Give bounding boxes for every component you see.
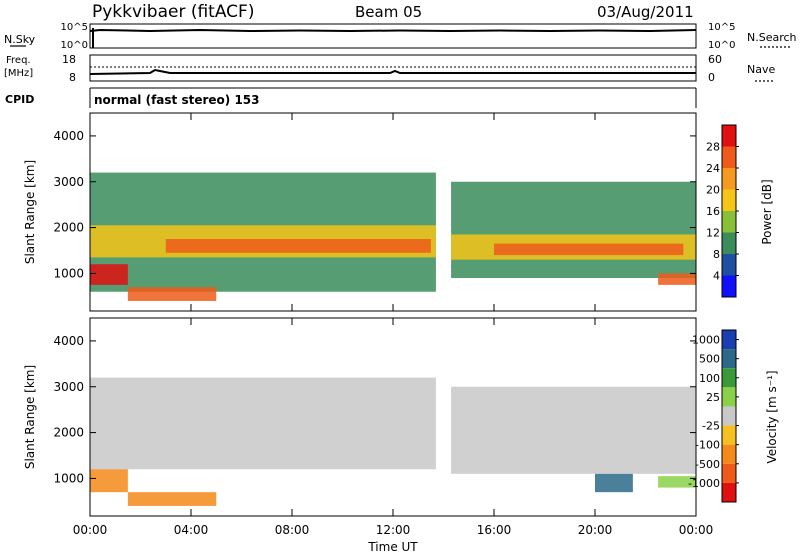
nsky-trace — [89, 28, 697, 33]
nsky-label: N.Sky — [4, 33, 36, 46]
velocity-colorbar-segment — [722, 463, 736, 483]
velocity-colorbar-segment — [722, 368, 736, 388]
power-ytick-label: 2000 — [53, 221, 84, 235]
velocity-colorbar-segment — [722, 444, 736, 464]
xtick-label: 00:00 — [73, 523, 108, 537]
power-colorbar-tick-label: 24 — [706, 162, 720, 175]
power-colorbar-tick-label: 16 — [706, 205, 720, 218]
power-echo-band — [494, 243, 684, 256]
power-ytick-label: 4000 — [53, 129, 84, 143]
date-label: 03/Aug/2011 — [597, 3, 694, 21]
plot-title: Pykkvibaer (fitACF) — [92, 2, 254, 22]
xtick-label: 00:00 — [679, 523, 714, 537]
velocity-colorbar-segment — [722, 330, 736, 350]
velocity-ytick-label: 1000 — [53, 471, 84, 485]
velocity-colorbar-frame — [721, 329, 737, 503]
freq-label-line2: [MHz] — [4, 68, 33, 79]
freq-left-tick-top: 18 — [62, 53, 76, 66]
power-colorbar: 4 8 12 16 20 24 28 — [706, 124, 739, 298]
xtick-label: 04:00 — [174, 523, 209, 537]
freq-trace — [89, 68, 696, 75]
cpid-value: normal (fast stereo) 153 — [94, 93, 260, 107]
nave-label: Nave — [747, 63, 775, 76]
power-ytick-label: 1000 — [53, 266, 84, 280]
power-colorbar-segment — [722, 146, 736, 168]
velocity-echo-band — [90, 377, 436, 470]
power-colorbar-segment — [722, 254, 736, 276]
power-colorbar-segment — [722, 211, 736, 233]
power-colorbar-segment — [722, 275, 736, 297]
velocity-data — [90, 377, 696, 506]
freq-right-tick-bottom: 0 — [708, 71, 715, 84]
power-colorbar-label: Power [dB] — [760, 179, 774, 244]
power-colorbar-tick-label: 8 — [713, 248, 720, 261]
beam-label: Beam 05 — [355, 3, 422, 21]
power-echo-band — [90, 264, 128, 285]
velocity-colorbar-tick-label: -100 — [695, 439, 720, 452]
velocity-echo-band — [595, 473, 633, 493]
velocity-colorbar-label: Velocity [m s⁻¹] — [765, 370, 779, 463]
velocity-colorbar-segment — [722, 406, 736, 426]
velocity-colorbar-tick-label: 25 — [706, 391, 720, 404]
nsearch-label: N.Search — [747, 31, 797, 44]
freq-panel — [89, 54, 697, 82]
power-echo-band — [165, 239, 431, 253]
nsky-panel — [89, 23, 697, 49]
power-colorbar-tick-label: 28 — [706, 141, 720, 154]
freq-label-line1: Freq. — [6, 55, 31, 66]
velocity-colorbar-segment — [722, 425, 736, 445]
power-colorbar-tick-label: 4 — [713, 270, 720, 283]
power-colorbar-tick-label: 20 — [706, 184, 720, 197]
power-colorbar-segment — [722, 168, 736, 190]
velocity-colorbar-segment — [722, 349, 736, 369]
xtick-label: 12:00 — [376, 523, 411, 537]
velocity-ytick-label: 4000 — [53, 334, 84, 348]
freq-right-tick-top: 60 — [708, 53, 722, 66]
velocity-echo-band — [658, 476, 696, 488]
power-colorbar-segment — [722, 189, 736, 211]
freq-left-tick-bottom: 8 — [69, 71, 76, 84]
cpid-label: CPID — [5, 93, 34, 106]
velocity-colorbar-segment — [722, 482, 736, 502]
velocity-colorbar-tick-label: -1000 — [688, 477, 720, 490]
velocity-echo-band — [90, 469, 128, 493]
nsky-right-tick-bottom: 10^0 — [708, 40, 735, 51]
velocity-ytick-label: 3000 — [53, 380, 84, 394]
velocity-colorbar-tick-label: -500 — [695, 458, 720, 471]
velocity-echo-band — [451, 386, 696, 474]
velocity-echo-band — [127, 492, 217, 506]
power-data — [90, 172, 696, 301]
power-echo-band — [451, 181, 696, 278]
power-colorbar-segment — [722, 125, 736, 147]
x-axis-label: Time UT — [367, 540, 418, 554]
power-colorbar-tick-label: 12 — [706, 227, 720, 240]
velocity-colorbar-tick-label: -25 — [702, 420, 720, 433]
power-ylabel: Slant Range [km] — [23, 160, 37, 264]
xtick-label: 16:00 — [477, 523, 512, 537]
velocity-ylabel: Slant Range [km] — [23, 365, 37, 469]
nsky-left-tick-bottom: 10^0 — [61, 40, 88, 51]
nsky-right-tick-top: 10^5 — [708, 22, 735, 33]
velocity-ytick-label: 2000 — [53, 426, 84, 440]
velocity-panel: 1000 2000 3000 4000 — [53, 317, 697, 517]
power-panel: 1000 2000 3000 4000 — [53, 112, 697, 312]
velocity-colorbar-tick-label: 100 — [699, 372, 720, 385]
power-echo-band — [127, 287, 217, 301]
xtick-label: 08:00 — [275, 523, 310, 537]
power-echo-band — [658, 273, 696, 285]
xtick-label: 20:00 — [578, 523, 613, 537]
velocity-colorbar-segment — [722, 387, 736, 407]
power-colorbar-segment — [722, 232, 736, 254]
velocity-colorbar: 1000 500 100 25 -25 -100 -500 -1000 — [688, 329, 739, 503]
velocity-colorbar-tick-label: 1000 — [692, 334, 720, 347]
nsky-left-tick-top: 10^5 — [61, 22, 88, 33]
power-ytick-label: 3000 — [53, 175, 84, 189]
velocity-colorbar-tick-label: 500 — [699, 353, 720, 366]
